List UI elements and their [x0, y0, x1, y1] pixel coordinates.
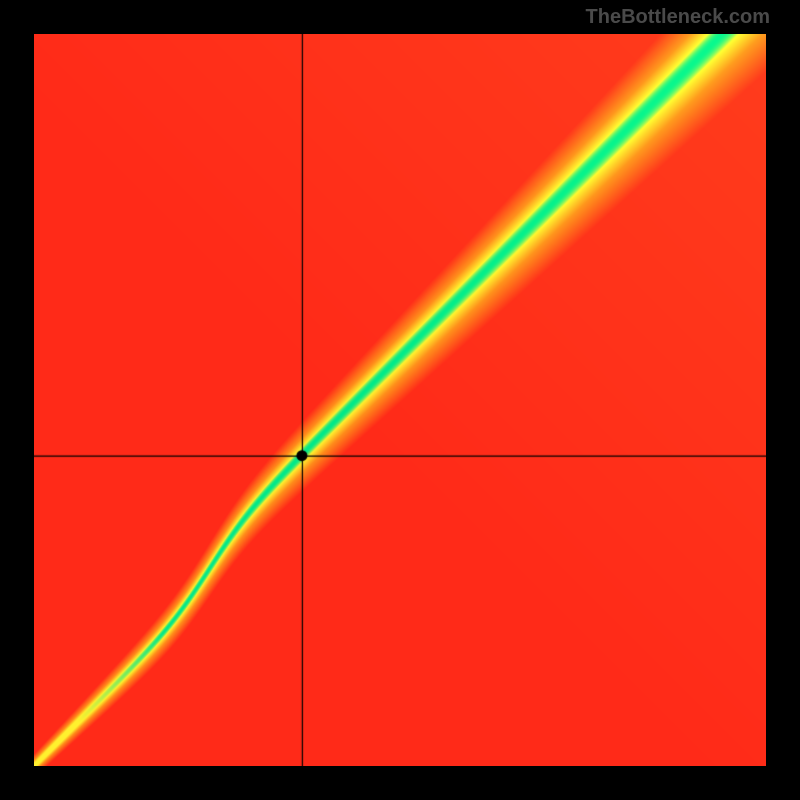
- heatmap-canvas: [34, 34, 766, 766]
- plot-area: [34, 34, 766, 766]
- watermark-text: TheBottleneck.com: [586, 6, 770, 29]
